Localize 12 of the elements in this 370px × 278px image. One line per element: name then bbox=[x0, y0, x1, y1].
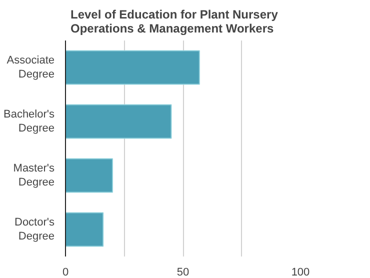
y-tick-label: Master's Degree bbox=[13, 162, 55, 189]
bar bbox=[66, 212, 104, 247]
chart-title: Level of Education for Plant Nursery Operations & Management Workers bbox=[70, 8, 278, 36]
y-tick-label: Doctor's Degree bbox=[14, 216, 55, 243]
bar bbox=[66, 158, 113, 193]
y-tick-label: Associate Degree bbox=[6, 54, 55, 81]
bar bbox=[66, 50, 200, 85]
x-tick-label: 0 bbox=[62, 266, 69, 278]
bar bbox=[66, 104, 172, 139]
y-tick-label: Bachelor's Degree bbox=[3, 108, 55, 135]
x-tick-label: 100 bbox=[291, 266, 310, 278]
x-tick-label: 50 bbox=[176, 266, 190, 278]
